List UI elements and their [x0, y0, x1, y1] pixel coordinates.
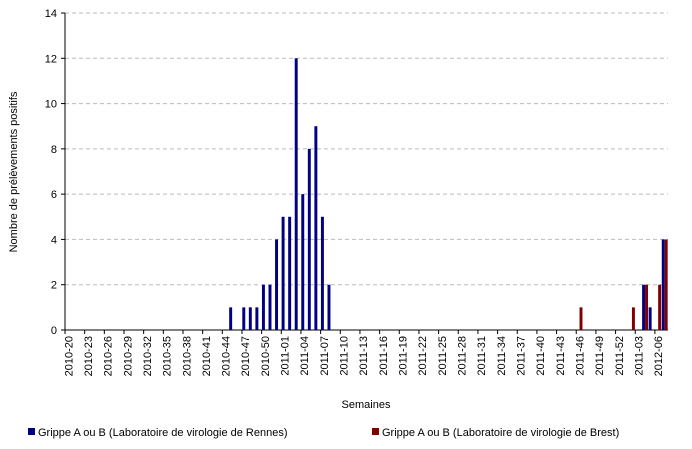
- y-tick-label: 10: [45, 99, 57, 111]
- bar: [327, 284, 331, 330]
- bar: [307, 148, 311, 330]
- bar: [229, 307, 233, 330]
- x-tick-label: 2010-29: [122, 336, 134, 376]
- x-tick-label: 2011-40: [535, 336, 547, 376]
- x-tick-label: 2011-01: [280, 336, 292, 376]
- x-tick-label: 2011-22: [417, 336, 429, 376]
- x-axis-title: Semaines: [342, 399, 391, 411]
- bar: [294, 58, 298, 331]
- bar: [658, 284, 662, 330]
- x-tick-label: 2010-44: [221, 336, 233, 376]
- x-tick-label: 2011-37: [516, 336, 528, 376]
- x-tick-label: 2011-07: [319, 336, 331, 376]
- bar: [314, 126, 318, 330]
- x-tick-label: 2012-06: [653, 336, 665, 376]
- x-tick-label: 2011-52: [614, 336, 626, 376]
- y-tick-label: 8: [51, 144, 57, 156]
- bar: [661, 239, 665, 330]
- legend-swatch: [372, 428, 379, 435]
- x-tick-label: 2010-38: [181, 336, 193, 376]
- y-tick-label: 0: [51, 325, 57, 337]
- bar: [664, 239, 668, 330]
- x-tick-label: 2011-31: [476, 336, 488, 376]
- x-tick-label: 2011-10: [339, 336, 351, 376]
- x-tick-label: 2011-04: [299, 336, 311, 376]
- bar: [275, 239, 279, 330]
- x-tick-label: 2010-35: [162, 336, 174, 376]
- bar: [288, 216, 292, 330]
- x-tick-label: 2010-32: [142, 336, 154, 376]
- y-tick-label: 4: [51, 234, 57, 246]
- bar: [261, 284, 265, 330]
- x-tick-label: 2011-34: [496, 336, 508, 376]
- y-tick-label: 14: [45, 8, 57, 20]
- bar: [579, 307, 583, 330]
- bar: [281, 216, 285, 330]
- y-tick-label: 12: [45, 53, 57, 65]
- bar: [631, 307, 635, 330]
- x-tick-label: 2011-25: [437, 336, 449, 376]
- x-tick-label: 2011-43: [555, 336, 567, 376]
- x-tick-label: 2011-28: [457, 336, 469, 376]
- x-tick-label: 2011-13: [358, 336, 370, 376]
- bar: [320, 216, 324, 330]
- bar: [648, 307, 652, 330]
- x-tick-label: 2011-03: [634, 336, 646, 376]
- bar: [242, 307, 246, 330]
- y-axis-title: Nombre de prélèvements positifs: [8, 91, 20, 252]
- x-tick-label: 2011-46: [575, 336, 587, 376]
- x-tick-label: 2011-16: [378, 336, 390, 376]
- bar: [645, 284, 649, 330]
- x-tick-label: 2011-49: [594, 336, 606, 376]
- bar: [248, 307, 252, 330]
- x-tick-label: 2010-23: [83, 336, 95, 376]
- bar: [301, 194, 305, 330]
- bar: [255, 307, 259, 330]
- x-tick-label: 2010-41: [201, 336, 213, 376]
- x-tick-label: 2010-50: [260, 336, 272, 376]
- bar: [642, 284, 646, 330]
- legend-label: Grippe A ou B (Laboratoire de virologie …: [382, 427, 619, 439]
- legend-swatch: [28, 428, 35, 435]
- y-tick-label: 2: [51, 280, 57, 292]
- x-tick-label: 2010-47: [240, 336, 252, 376]
- x-tick-label: 2011-19: [398, 336, 410, 376]
- bar: [268, 284, 272, 330]
- y-tick-label: 6: [51, 189, 57, 201]
- x-tick-label: 2010-20: [63, 336, 75, 376]
- x-tick-label: 2010-26: [103, 336, 115, 376]
- legend-label: Grippe A ou B (Laboratoire de virologie …: [38, 427, 288, 439]
